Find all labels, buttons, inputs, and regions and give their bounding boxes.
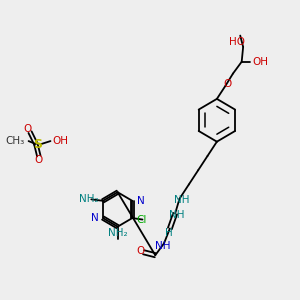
Text: NH: NH bbox=[155, 241, 171, 251]
Text: O: O bbox=[136, 246, 145, 256]
Text: H: H bbox=[164, 228, 172, 238]
Text: O: O bbox=[24, 124, 32, 134]
Text: NH₂: NH₂ bbox=[108, 228, 127, 238]
Text: NH: NH bbox=[173, 195, 189, 205]
Text: OH: OH bbox=[252, 57, 268, 67]
Text: S: S bbox=[33, 138, 42, 151]
Text: Cl: Cl bbox=[137, 214, 147, 224]
Text: O: O bbox=[224, 79, 232, 89]
Text: O: O bbox=[35, 155, 43, 165]
Text: OH: OH bbox=[52, 136, 68, 146]
Text: N: N bbox=[91, 213, 99, 223]
Text: NH: NH bbox=[169, 210, 184, 220]
Text: HO: HO bbox=[229, 38, 244, 47]
Text: N: N bbox=[137, 196, 144, 206]
Text: CH₃: CH₃ bbox=[5, 136, 24, 146]
Text: NH₂: NH₂ bbox=[79, 194, 99, 204]
